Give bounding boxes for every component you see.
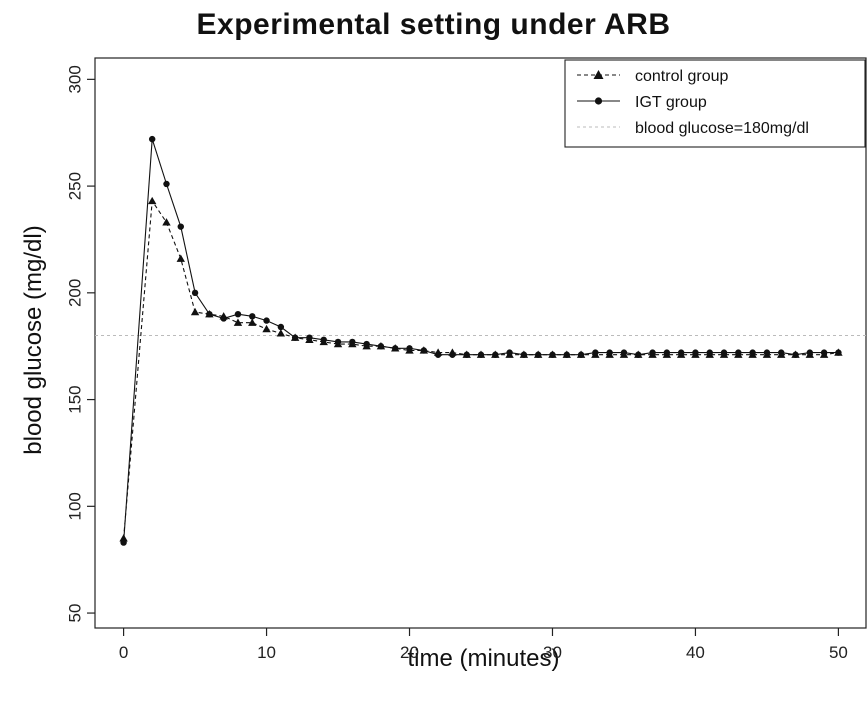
data-point-igt: [234, 310, 242, 318]
data-point-igt: [191, 289, 199, 297]
x-axis-label: time (minutes): [407, 645, 560, 672]
x-tick-label: 30: [543, 643, 562, 662]
data-point-control: [147, 196, 157, 205]
x-tick-label: 40: [686, 643, 705, 662]
legend-marker-circle: [594, 97, 603, 105]
data-point-igt: [177, 223, 184, 230]
x-tick-label: 20: [400, 643, 419, 662]
data-point-igt: [820, 349, 828, 356]
data-point-igt: [249, 313, 256, 320]
data-point-igt: [377, 343, 385, 350]
data-point-igt: [406, 345, 413, 352]
data-point-control: [162, 218, 171, 226]
data-point-control: [248, 318, 257, 326]
data-point-igt: [334, 338, 342, 346]
y-tick-label: 250: [66, 172, 85, 200]
data-point-igt: [148, 135, 156, 143]
data-point-igt: [206, 310, 213, 318]
data-point-igt: [477, 351, 485, 358]
data-point-control: [176, 254, 185, 262]
data-point-igt: [692, 349, 699, 356]
data-point-igt: [735, 349, 742, 356]
data-point-igt: [635, 351, 642, 358]
data-point-igt: [720, 349, 728, 356]
y-tick-label: 300: [66, 65, 85, 93]
data-point-control: [262, 324, 271, 333]
y-tick-label: 100: [66, 492, 85, 520]
data-point-igt: [463, 351, 470, 358]
data-point-igt: [449, 351, 456, 358]
data-point-igt: [763, 349, 771, 356]
series-line-igt: [123, 138, 839, 543]
plot-frame: [94, 57, 867, 629]
data-point-igt: [549, 351, 556, 358]
legend-label-0: control group: [635, 68, 728, 85]
data-point-igt: [306, 334, 313, 341]
data-point-igt: [663, 349, 671, 356]
data-point-control: [233, 318, 243, 326]
series-line-control: [123, 199, 839, 539]
data-point-igt: [220, 315, 227, 322]
data-point-igt: [792, 351, 799, 358]
legend-label-1: IGT group: [635, 94, 707, 111]
data-point-control: [190, 307, 200, 316]
data-point-igt: [835, 349, 842, 356]
data-point-igt: [620, 349, 628, 356]
y-tick-label: 150: [66, 385, 85, 413]
data-point-igt: [649, 349, 656, 356]
data-point-igt: [434, 351, 442, 358]
legend-marker-triangle: [593, 70, 604, 79]
data-point-igt: [291, 334, 299, 341]
data-point-igt: [520, 351, 528, 358]
y-tick-label: 50: [66, 604, 85, 623]
data-point-igt: [349, 338, 356, 346]
data-point-igt: [534, 351, 542, 358]
data-point-igt: [363, 340, 370, 348]
data-point-igt: [606, 349, 613, 356]
data-point-igt: [320, 336, 327, 343]
legend-label-2: blood glucose=180mg/dl: [635, 120, 809, 137]
data-point-igt: [677, 349, 685, 356]
data-point-igt: [392, 345, 399, 352]
data-point-control: [276, 329, 286, 337]
data-point-igt: [563, 351, 570, 358]
data-point-igt: [778, 349, 785, 356]
data-point-igt: [277, 323, 285, 331]
data-point-igt: [163, 180, 170, 188]
data-point-igt: [806, 349, 814, 356]
data-point-igt: [492, 351, 499, 358]
data-point-igt: [577, 351, 585, 358]
data-point-igt: [749, 349, 756, 356]
data-point-igt: [706, 349, 713, 356]
x-tick-label: 10: [257, 643, 276, 662]
x-tick-label: 0: [119, 643, 128, 662]
y-tick-label: 200: [66, 279, 85, 307]
x-tick-label: 50: [829, 643, 848, 662]
chart-title: Experimental setting under ARB: [196, 8, 671, 41]
data-point-igt: [506, 349, 513, 356]
data-point-igt: [120, 539, 127, 546]
data-point-igt: [592, 349, 599, 356]
data-point-igt: [420, 347, 428, 354]
data-point-igt: [263, 317, 270, 324]
